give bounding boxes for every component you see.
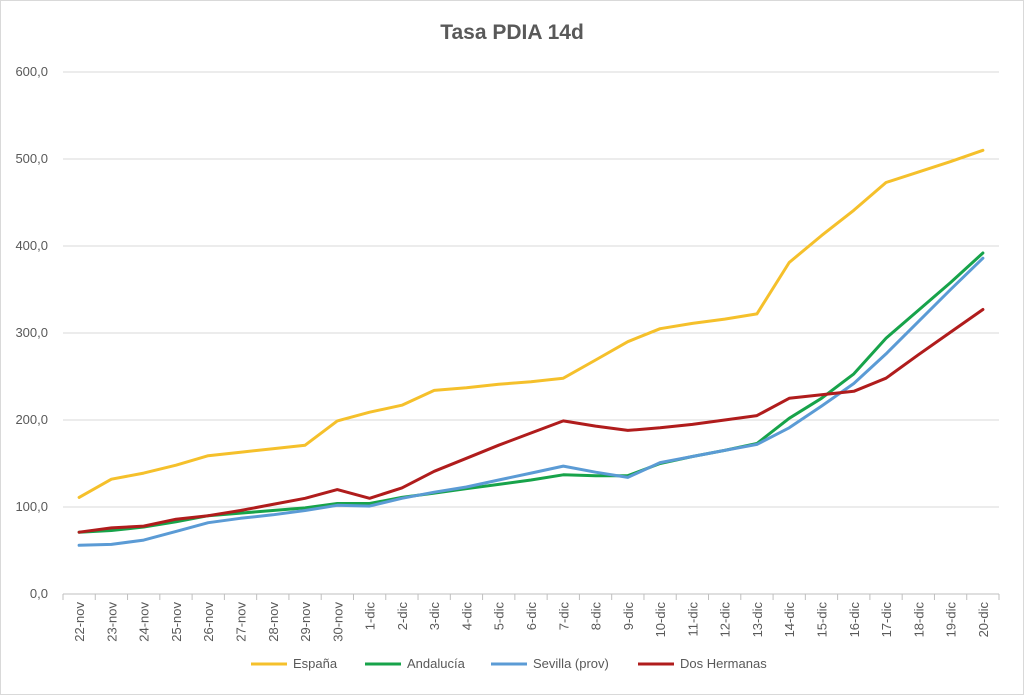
x-tick-label: 6-dic <box>524 602 539 631</box>
series-line-sevilla-prov <box>77 256 985 547</box>
x-tick-label: 15-dic <box>814 602 829 638</box>
x-tick-label: 22-nov <box>72 602 87 642</box>
y-tick-label: 100,0 <box>15 499 48 514</box>
x-tick-label: 26-nov <box>201 602 216 642</box>
x-tick-label: 23-nov <box>104 602 119 642</box>
x-tick-label: 28-nov <box>266 602 281 642</box>
gridlines <box>63 71 999 508</box>
x-tick-label: 20-dic <box>976 602 991 638</box>
y-tick-label: 600,0 <box>15 64 48 79</box>
y-tick-label: 0,0 <box>30 586 48 601</box>
y-tick-label: 300,0 <box>15 325 48 340</box>
x-tick-label: 2-dic <box>395 602 410 631</box>
x-tick-label: 11-dic <box>685 602 700 637</box>
x-tick-label: 1-dic <box>363 602 378 631</box>
x-tick-label: 25-nov <box>169 602 184 642</box>
y-tick-label: 400,0 <box>15 238 48 253</box>
x-tick-label: 12-dic <box>718 602 733 638</box>
x-tick-label: 8-dic <box>589 602 604 631</box>
legend-label: Sevilla (prov) <box>533 656 609 671</box>
legend: España Andalucía Sevilla (prov) Dos Hermana… <box>251 656 767 671</box>
series-line-espa-a <box>77 148 985 499</box>
x-tick-label: 5-dic <box>492 602 507 631</box>
x-tick-label: 16-dic <box>847 602 862 638</box>
y-axis-ticks: 0,0 100,0 200,0 300,0 400,0 500,0 600,0 <box>15 64 48 601</box>
x-axis: 22-nov 23-nov 24-nov 25-nov 26-nov 27-nov 28-n… <box>62 593 1000 642</box>
x-tick-label: 3-dic <box>427 602 442 631</box>
x-tick-label: 19-dic <box>944 602 959 638</box>
legend-label: España <box>293 656 338 671</box>
series-line-andaluc-a <box>77 251 985 534</box>
y-tick-label: 200,0 <box>15 412 48 427</box>
legend-label: Andalucía <box>407 656 466 671</box>
x-tick-label: 13-dic <box>750 602 765 638</box>
x-tick-label: 14-dic <box>782 602 797 638</box>
x-tick-label: 24-nov <box>137 602 152 642</box>
series-lines <box>77 148 985 547</box>
series-line-dos-hermanas <box>77 308 985 534</box>
x-tick-label: 30-nov <box>330 602 345 642</box>
x-tick-label: 9-dic <box>621 602 636 631</box>
chart-title: Tasa PDIA 14d <box>440 21 584 44</box>
x-tick-label: 4-dic <box>459 602 474 631</box>
x-tick-label: 17-dic <box>879 602 894 638</box>
x-tick-label: 27-nov <box>234 602 249 642</box>
x-tick-label: 7-dic <box>556 602 571 631</box>
legend-label: Dos Hermanas <box>680 656 767 671</box>
x-tick-label: 29-nov <box>298 602 313 642</box>
y-tick-label: 500,0 <box>15 151 48 166</box>
x-tick-label: 10-dic <box>653 602 668 638</box>
x-tick-label: 18-dic <box>911 602 926 638</box>
